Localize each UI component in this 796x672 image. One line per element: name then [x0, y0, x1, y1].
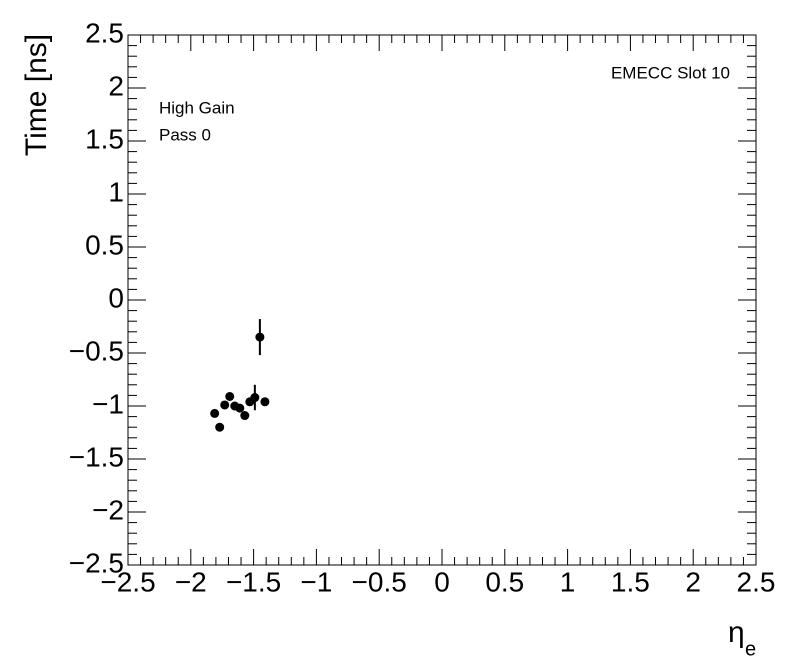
data-point: [215, 422, 225, 432]
y-tick-label: 2: [108, 70, 124, 101]
x-axis-label: η: [728, 616, 745, 649]
x-tick-label: −1: [300, 566, 332, 597]
data-point: [235, 403, 245, 413]
data-point: [250, 393, 260, 403]
x-tick-label: 0.5: [485, 566, 524, 597]
x-tick-label: 2.5: [737, 566, 776, 597]
y-tick-label: −2.5: [69, 547, 124, 578]
annotation: High Gain: [159, 98, 235, 117]
y-tick-label: −1.5: [69, 441, 124, 472]
x-tick-label: −2.5: [100, 566, 155, 597]
x-tick-label: −0.5: [352, 566, 407, 597]
x-tick-label: 1: [560, 566, 576, 597]
y-tick-label: −0.5: [69, 335, 124, 366]
y-tick-label: 0: [108, 282, 124, 313]
data-point: [240, 411, 250, 421]
y-tick-label: −2: [92, 494, 124, 525]
data-point: [225, 391, 235, 401]
y-tick-label: 2.5: [85, 17, 124, 48]
x-tick-label: 0: [434, 566, 450, 597]
y-tick-label: 0.5: [85, 229, 124, 260]
y-tick-label: 1.5: [85, 123, 124, 154]
data-point: [255, 332, 265, 342]
data-point: [260, 397, 270, 407]
data-point: [210, 408, 220, 418]
x-tick-label: 1.5: [611, 566, 650, 597]
x-tick-label: −1.5: [226, 566, 281, 597]
y-axis-label: Time [ns]: [20, 34, 53, 156]
annotation: EMECC Slot 10: [611, 63, 730, 82]
y-tick-label: −1: [92, 388, 124, 419]
x-tick-label: 2: [685, 566, 701, 597]
x-tick-label: −2: [175, 566, 207, 597]
annotation: Pass 0: [159, 125, 211, 144]
x-axis-label-subscript: e: [745, 638, 756, 660]
y-tick-label: 1: [108, 176, 124, 207]
data-point: [220, 400, 230, 410]
